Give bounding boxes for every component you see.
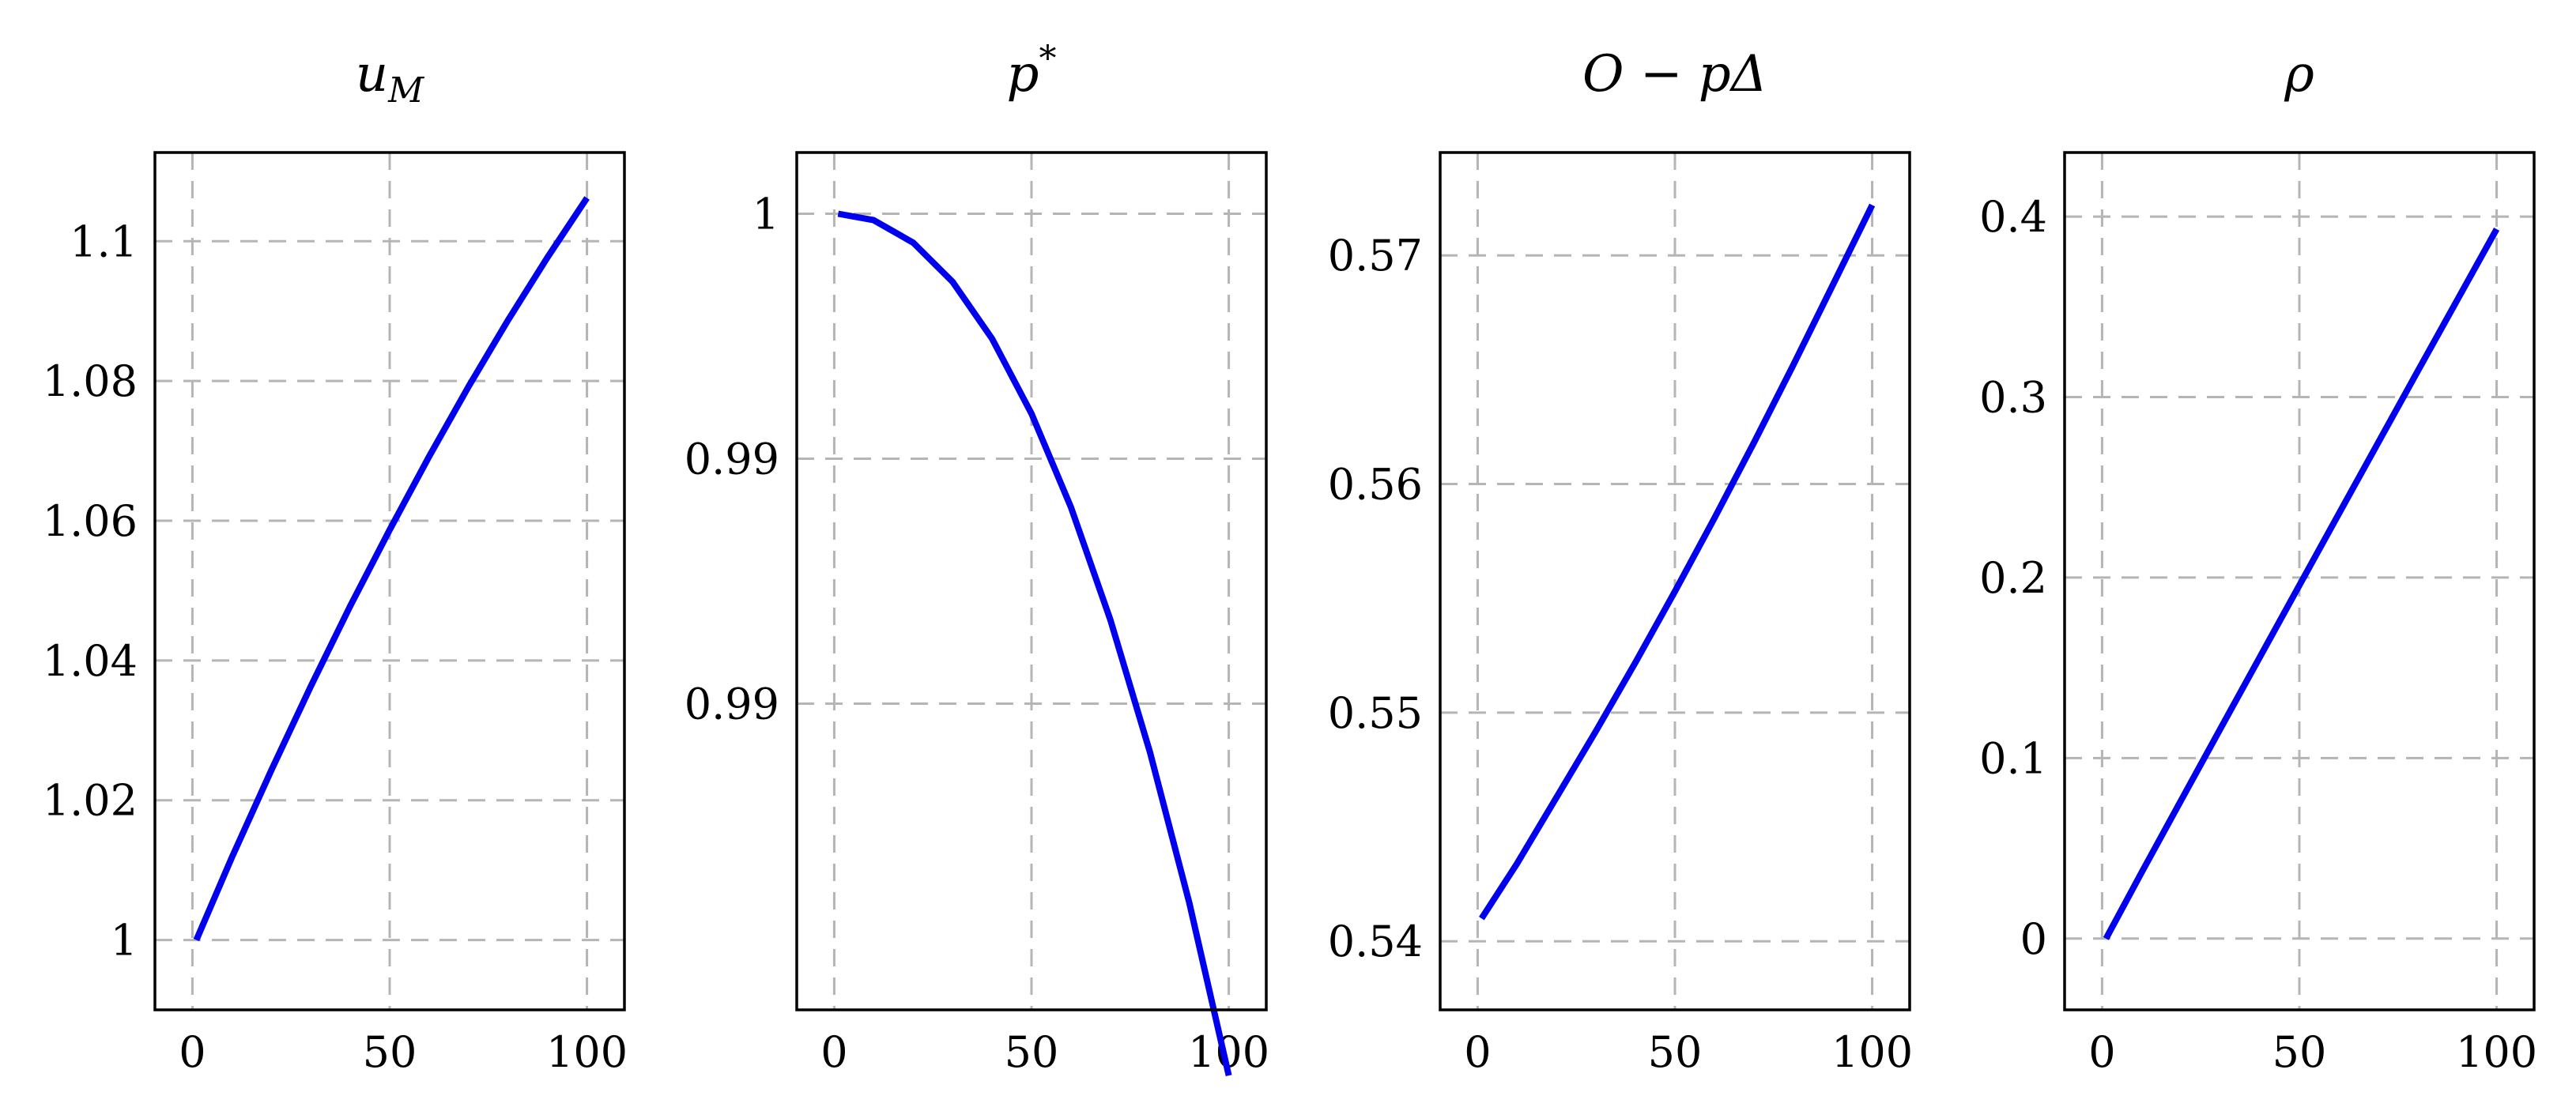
panel-title: p* — [1007, 39, 1057, 104]
x-tick-label: 100 — [1831, 1027, 1913, 1077]
x-tick-label: 0 — [179, 1027, 206, 1077]
axes-frame — [153, 151, 626, 1011]
axes-frame — [2063, 151, 2536, 1011]
panel-title: O − pΔ — [1582, 45, 1767, 104]
x-tick-label: 50 — [1005, 1027, 1059, 1077]
y-tick-label: 0.3 — [1979, 373, 2047, 423]
panel-title: ρ — [2284, 45, 2314, 104]
y-tick-label: 0.57 — [1328, 231, 1423, 281]
y-tick-label: 1 — [111, 916, 138, 966]
chart-panel-1: 0 50 100 1 1.02 1.04 1.06 1.08 1.1 uM — [43, 45, 628, 1077]
axes-frame — [1439, 151, 1911, 1011]
y-tick-label: 0.54 — [1328, 917, 1423, 966]
x-tick-label: 0 — [820, 1027, 847, 1077]
series-line — [837, 210, 1232, 1076]
y-tick-label: 0.99 — [685, 680, 779, 729]
x-tick-label: 50 — [2272, 1027, 2327, 1077]
y-tick-label: 1 — [752, 190, 779, 239]
y-tick-label: 0.2 — [1979, 553, 2047, 603]
y-tick-label: 1.08 — [43, 356, 138, 406]
title-superscript: * — [1039, 39, 1056, 79]
title-base: ρ — [2284, 45, 2314, 104]
series-line — [2103, 227, 2500, 940]
y-tick-label: 0.1 — [1979, 733, 2047, 783]
x-tick-label: 100 — [546, 1027, 628, 1077]
series-line — [193, 196, 590, 942]
title-subscript: M — [387, 70, 424, 111]
y-tick-label: 1.02 — [43, 776, 138, 826]
y-tick-label: 1.06 — [43, 496, 138, 546]
y-tick-label: 0 — [2020, 914, 2047, 964]
x-tick-label: 0 — [2088, 1027, 2115, 1077]
y-tick-label: 0.56 — [1328, 460, 1423, 510]
x-tick-label: 50 — [1648, 1027, 1703, 1077]
y-tick-label: 1.1 — [70, 217, 138, 266]
y-tick-label: 1.04 — [43, 636, 138, 686]
series-line — [1479, 203, 1876, 921]
x-tick-label: 0 — [1464, 1027, 1491, 1077]
y-tick-label: 0.55 — [1328, 688, 1423, 738]
x-tick-label: 50 — [363, 1027, 417, 1077]
y-tick-label: 0.4 — [1979, 192, 2047, 242]
chart-panel-3: 0 50 100 0.54 0.55 0.56 0.57 O − pΔ — [1328, 45, 1913, 1077]
x-tick-label: 100 — [2456, 1027, 2537, 1077]
panel-title: uM — [356, 45, 424, 111]
y-tick-label: 0.99 — [685, 435, 779, 484]
chart-panel-4: 0 50 100 0 0.1 0.2 0.3 0.4 ρ — [1979, 45, 2537, 1077]
title-base: O − pΔ — [1582, 45, 1767, 104]
axes-frame — [795, 151, 1268, 1011]
title-base: p — [1007, 45, 1039, 104]
title-base: u — [356, 45, 388, 104]
